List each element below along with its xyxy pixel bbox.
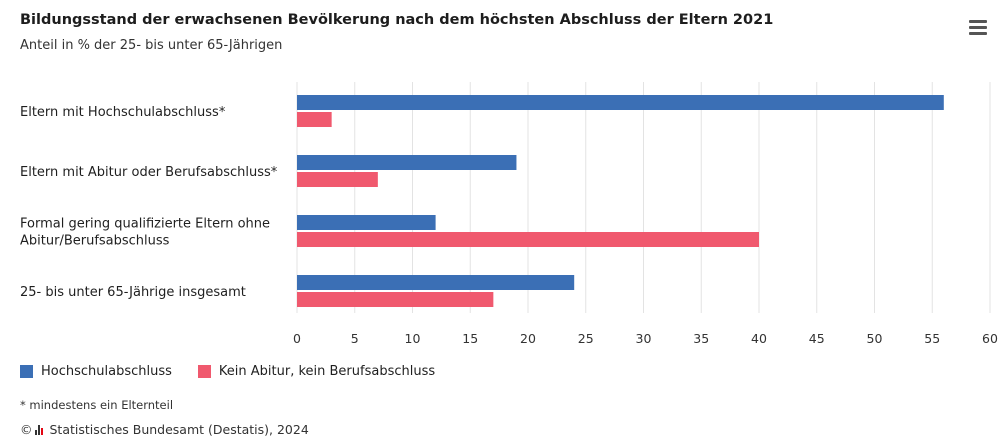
x-tick-label: 40 <box>751 331 767 346</box>
bar-kein-abitur[interactable] <box>297 172 378 187</box>
bar-kein-abitur[interactable] <box>297 292 494 307</box>
category-label: 25- bis unter 65-Jährige insgesamt <box>20 285 246 300</box>
legend-swatch <box>197 365 211 378</box>
x-tick-label: 5 <box>351 331 359 346</box>
x-tick-label: 20 <box>520 331 536 346</box>
gridlines <box>296 82 991 313</box>
category-label-line: Eltern mit Hochschulabschluss* <box>20 105 226 120</box>
category-labels: Eltern mit Hochschulabschluss* Eltern mit… <box>20 105 278 300</box>
category-label-line: Eltern mit Abitur oder Berufsabschluss* <box>20 165 278 180</box>
chart-title: Bildungsstand der erwachsenen Bevölkerun… <box>20 12 774 28</box>
bar-hochschulabschluss[interactable] <box>297 215 436 230</box>
footnote: * mindestens ein Elternteil <box>20 398 174 412</box>
source-text: Statistisches Bundesamt (Destatis), 2024 <box>49 422 309 437</box>
legend-label: Kein Abitur, kein Berufsabschluss <box>218 364 436 379</box>
legend-label: Hochschulabschluss <box>41 364 172 379</box>
x-tick-label: 45 <box>809 331 825 346</box>
menu-line <box>969 20 987 23</box>
x-tick-label: 50 <box>867 331 883 346</box>
legend-item-hochschulabschluss[interactable]: Hochschulabschluss <box>20 364 172 379</box>
copyright-symbol: © <box>20 422 33 437</box>
hamburger-menu-icon[interactable] <box>969 20 987 36</box>
x-axis-ticks: 0 5 10 15 20 25 30 35 40 45 50 55 60 <box>293 331 998 346</box>
legend-swatch <box>20 365 33 378</box>
bar-hochschulabschluss[interactable] <box>297 95 944 110</box>
x-tick-label: 15 <box>462 331 478 346</box>
category-label-line: 25- bis unter 65-Jährige insgesamt <box>20 285 246 300</box>
category-label: Eltern mit Abitur oder Berufsabschluss* <box>20 165 278 180</box>
menu-line <box>969 32 987 35</box>
legend: Hochschulabschluss Kein Abitur, kein Ber… <box>20 364 435 379</box>
chart-subtitle: Anteil in % der 25- bis unter 65-Jährige… <box>20 38 283 53</box>
bar-kein-abitur[interactable] <box>297 112 332 127</box>
bar-chart: Eltern mit Hochschulabschluss* Eltern mit… <box>20 82 998 346</box>
x-tick-label: 10 <box>405 331 421 346</box>
category-label-line: Abitur/Berufsabschluss <box>20 234 170 249</box>
category-label: Eltern mit Hochschulabschluss* <box>20 105 226 120</box>
menu-line <box>969 26 987 29</box>
x-tick-label: 30 <box>636 331 652 346</box>
category-label: Formal gering qualifizierte Eltern ohne A… <box>20 217 270 249</box>
x-tick-label: 55 <box>924 331 940 346</box>
bar-hochschulabschluss[interactable] <box>297 275 575 290</box>
category-label-line: Formal gering qualifizierte Eltern ohne <box>20 217 270 232</box>
source-line: © Statistisches Bundesamt (Destatis), 20… <box>20 422 309 437</box>
bar-kein-abitur[interactable] <box>297 232 759 247</box>
legend-item-kein-abitur[interactable]: Kein Abitur, kein Berufsabschluss <box>197 364 436 379</box>
x-tick-label: 0 <box>293 331 301 346</box>
x-tick-label: 25 <box>578 331 594 346</box>
bars <box>297 95 944 307</box>
x-tick-label: 35 <box>693 331 709 346</box>
x-tick-label: 60 <box>982 331 998 346</box>
destatis-logo-icon <box>34 424 44 435</box>
bar-hochschulabschluss[interactable] <box>297 155 517 170</box>
